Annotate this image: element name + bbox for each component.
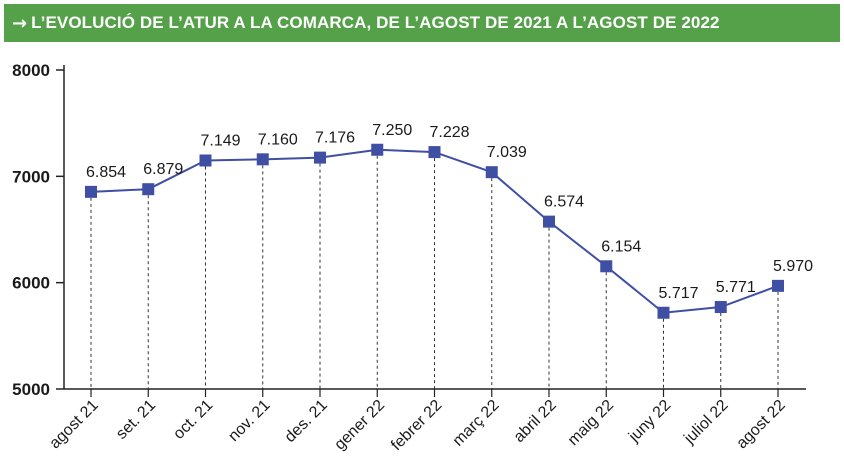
data-point: [85, 185, 97, 198]
data-point: [485, 166, 498, 179]
y-tick-label: 7000: [12, 167, 50, 186]
x-tick-label: maig 22: [565, 397, 617, 449]
x-tick-label: agost 22: [733, 397, 788, 452]
x-tick-label: juliol 22: [680, 397, 731, 448]
x-tick-label: febrer 22: [388, 397, 445, 454]
x-tick-label: agost 21: [46, 397, 101, 452]
data-label: 5.771: [716, 279, 756, 296]
x-tick-label: març 22: [450, 397, 503, 450]
data-point: [600, 260, 613, 273]
x-tick-label: oct. 21: [170, 397, 216, 443]
data-label: 7.176: [315, 130, 355, 147]
x-tick-label: des. 21: [282, 397, 331, 446]
x-tick-label: juny 22: [625, 397, 674, 446]
data-point: [543, 215, 555, 228]
data-label: 6.879: [143, 161, 183, 178]
y-tick-label: 5000: [12, 380, 50, 399]
x-tick-label: abril 22: [511, 397, 560, 446]
x-tick-label: set. 21: [113, 397, 159, 443]
data-point: [256, 153, 269, 166]
data-label: 7.250: [372, 122, 412, 139]
data-label: 7.039: [487, 144, 527, 161]
data-point: [428, 146, 441, 159]
data-point: [142, 183, 155, 196]
data-label: 6.154: [601, 238, 641, 255]
data-point: [657, 306, 670, 319]
x-tick-label: gener 22: [331, 397, 388, 454]
data-point: [371, 143, 384, 156]
data-point: [199, 154, 212, 167]
y-tick-label: 6000: [12, 274, 50, 293]
y-tick-label: 8000: [12, 61, 50, 80]
data-label: 7.149: [200, 132, 240, 149]
data-label: 5.717: [658, 285, 698, 302]
data-point: [714, 301, 727, 314]
data-label: 5.970: [773, 258, 813, 275]
chart-title: L’EVOLUCIÓ DE L’ATUR A LA COMARCA, DE L’…: [31, 13, 720, 32]
data-point: [314, 151, 326, 164]
data-label: 6.574: [544, 194, 584, 211]
arrow-icon: →: [12, 12, 28, 34]
data-label: 6.854: [86, 164, 126, 181]
x-tick-label: nov. 21: [225, 397, 273, 445]
data-label: 7.160: [258, 131, 298, 148]
data-label: 7.228: [429, 124, 469, 141]
data-point: [772, 279, 784, 292]
chart-header: → L’EVOLUCIÓ DE L’ATUR A LA COMARCA, DE …: [4, 4, 840, 42]
